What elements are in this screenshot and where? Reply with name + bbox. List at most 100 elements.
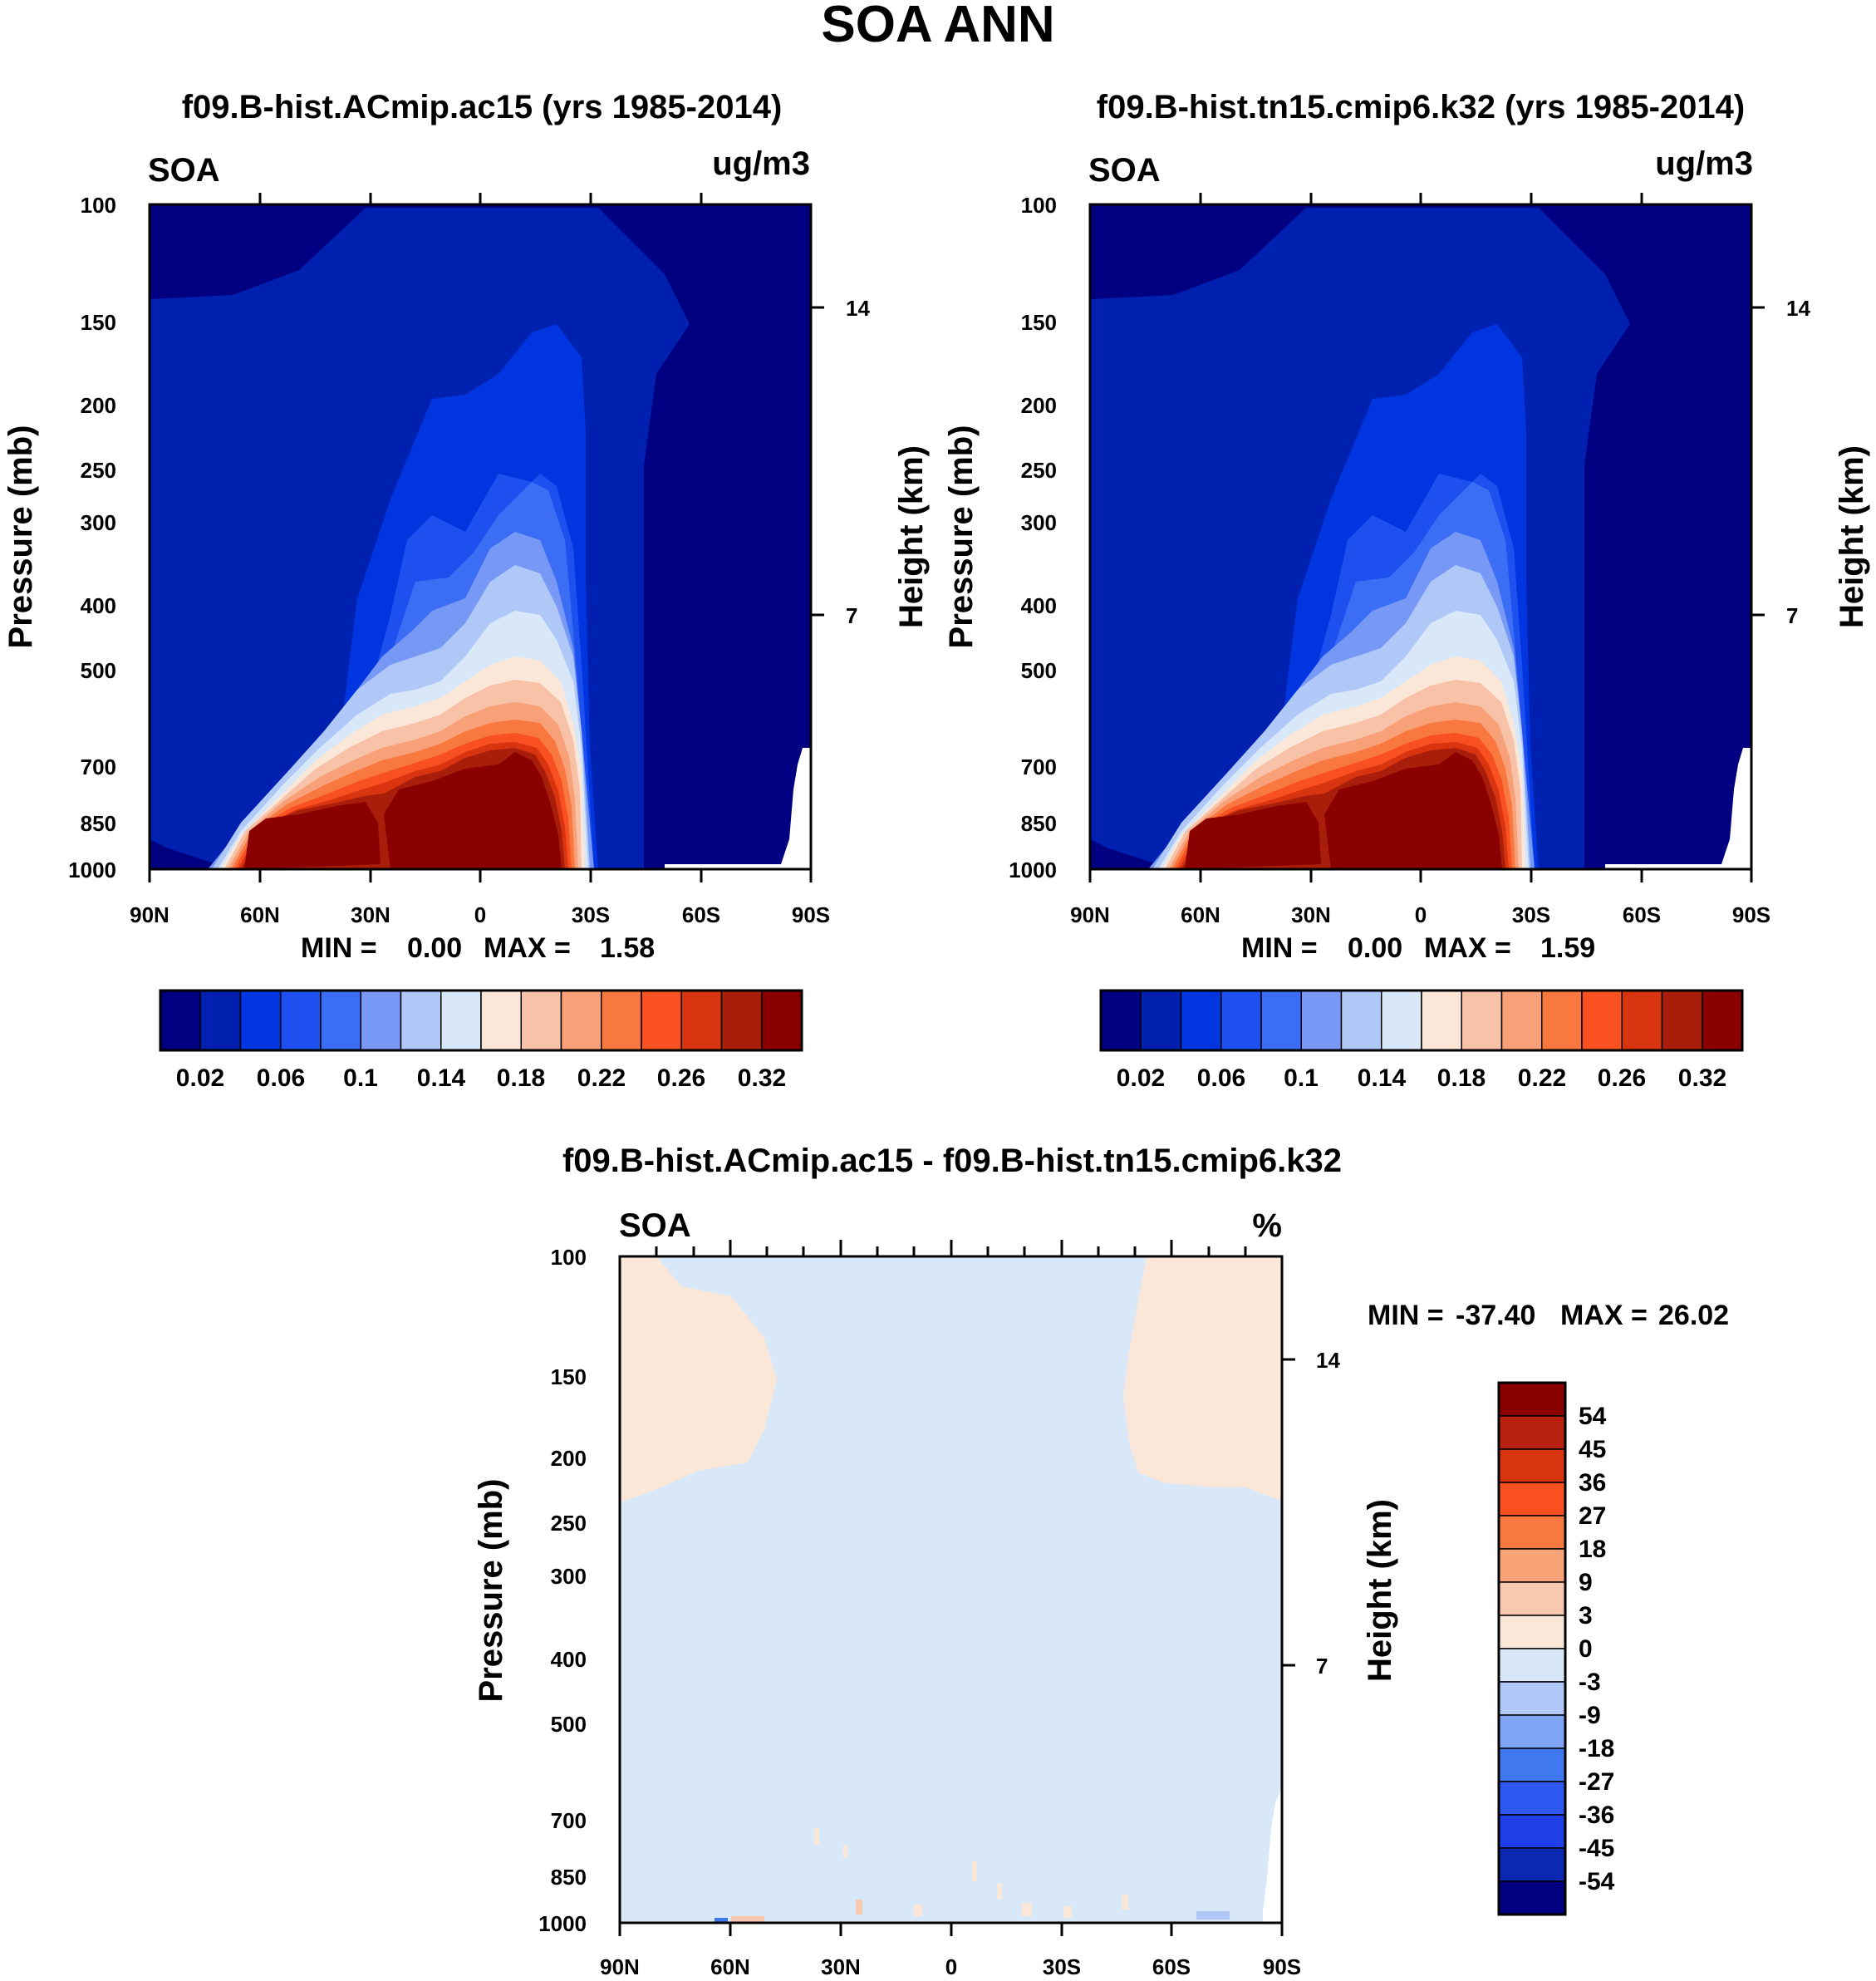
panel-3-lat-60N: 60N: [710, 1954, 750, 1979]
panel-2-cb-label-7: 0.32: [1678, 1064, 1726, 1092]
panel-3-max-label: MAX =: [1560, 1300, 1648, 1331]
colorbar-swatch-15: [761, 990, 803, 1051]
panel-3-cb-label-12: -36: [1579, 1802, 1614, 1829]
panel-1-units: ug/m3: [712, 145, 810, 182]
panel-1-min-label: MIN =: [301, 932, 377, 964]
panel-2-lat-tick-labels: 90N 60N 30N 0 30S 60S 90S: [1070, 902, 1770, 927]
panel-3-cb-label-1: 45: [1579, 1436, 1606, 1463]
panel-3-surface-speckles: [715, 1787, 1282, 1923]
panel-3-lat-90N: 90N: [600, 1954, 640, 1979]
panel-3-min-value: -37.40: [1456, 1300, 1535, 1331]
panel-1-colorbar: 0.02 0.06 0.1 0.14 0.18 0.22 0.26 0.32: [159, 989, 803, 1092]
colorbar-swatch-1: [199, 990, 242, 1051]
panel-2-cb-label-3: 0.14: [1358, 1064, 1407, 1092]
colorbar-swatch-12: [641, 990, 682, 1051]
panel-3-lat-30N: 30N: [821, 1954, 861, 1979]
colorbar-swatch-8: [1498, 1648, 1566, 1683]
panel-2-htick-7: 7: [1786, 603, 1798, 628]
panel-3-speckle-10: [731, 1916, 764, 1923]
panel-2-title: f09.B-hist.tn15.cmip6.k32 (yrs 1985-2014…: [1097, 89, 1745, 125]
panel-1-ptick-250: 250: [81, 458, 116, 483]
panel-3-ptick-200: 200: [551, 1446, 587, 1471]
panel-3-height-ticks: [1282, 1358, 1295, 1667]
colorbar-swatch-5: [1498, 1548, 1566, 1583]
colorbar-swatch-2: [1180, 990, 1222, 1051]
panel-3-ptick-400: 400: [551, 1647, 587, 1672]
panel-1-ptick-1000: 1000: [68, 858, 116, 882]
panel-2-cb-label-0: 0.02: [1117, 1064, 1165, 1092]
panel-1-fill-level-15: [244, 752, 562, 869]
panel-1-cb-label-7: 0.32: [738, 1064, 786, 1092]
colorbar-swatch-7: [1381, 990, 1422, 1051]
panel-2-colorbar-labels: 0.02 0.06 0.1 0.14 0.18 0.22 0.26 0.32: [1117, 1064, 1726, 1092]
colorbar-swatch-5: [1300, 990, 1343, 1051]
panel-2-cb-label-4: 0.18: [1437, 1064, 1486, 1092]
panel-2-ptick-700: 700: [1021, 755, 1057, 779]
panel-1-cb-label-6: 0.26: [657, 1064, 705, 1092]
panel-3-cb-label-2: 36: [1579, 1469, 1606, 1497]
panel-3-speckle-4: [997, 1883, 1002, 1900]
panel-2-height-ticks: [1751, 306, 1765, 617]
colorbar-swatch-6: [1340, 990, 1382, 1051]
colorbar-swatch-14: [1498, 1847, 1566, 1882]
panel-1-pressure-axis-label: Pressure (mb): [2, 425, 39, 649]
panel-2-bottom-ticks: [1088, 869, 1753, 882]
panel-2-ptick-300: 300: [1021, 510, 1057, 535]
panel-2-lat-30S: 30S: [1512, 902, 1550, 927]
panel-3-cb-label-3: 27: [1579, 1502, 1606, 1530]
colorbar-swatch-11: [601, 990, 642, 1051]
panel-1-lat-90S: 90S: [792, 902, 830, 927]
panel-1-top-ticks: [258, 193, 703, 204]
colorbar-swatch-2: [239, 990, 282, 1051]
panel-3-pressure-tick-labels: 100 150 200 250 300 400 500 700 850 1000: [538, 1245, 587, 1936]
panel-2-fill-level-15: [1185, 752, 1502, 869]
panel-3-ptick-150: 150: [551, 1364, 587, 1389]
panel-3-cb-label-14: -54: [1579, 1868, 1615, 1895]
colorbar-swatch-4: [1260, 990, 1302, 1051]
panel-3: f09.B-hist.ACmip.ac15 - f09.B-hist.tn15.…: [473, 1143, 1729, 1979]
panel-2-stats: MIN = 0.00 MAX = 1.59: [1241, 932, 1595, 964]
panel-2-contour: [1090, 204, 1751, 869]
colorbar-swatch-12: [1498, 1781, 1566, 1816]
panel-2-ptick-150: 150: [1021, 310, 1057, 335]
panel-2-height-tick-labels: 14 7: [1786, 296, 1810, 628]
panel-1-min-value: 0.00: [407, 932, 462, 964]
panel-3-speckle-6: [914, 1905, 922, 1916]
panel-3-ptick-500: 500: [551, 1712, 587, 1737]
panel-1-cb-label-5: 0.22: [577, 1064, 626, 1092]
panel-1-missing-data: [665, 748, 811, 869]
panel-3-cb-label-8: -3: [1579, 1669, 1601, 1696]
panel-2-ptick-100: 100: [1021, 193, 1057, 218]
colorbar-swatch-3: [1220, 990, 1262, 1051]
panel-1-ptick-400: 400: [81, 593, 116, 618]
panel-2-lat-90S: 90S: [1732, 902, 1770, 927]
panel-1-var-label: SOA: [148, 152, 220, 189]
panel-1-ptick-100: 100: [81, 193, 116, 218]
colorbar-swatch-9: [520, 990, 562, 1051]
panel-3-ptick-1000: 1000: [538, 1911, 587, 1936]
panel-2-colorbar: 0.02 0.06 0.1 0.14 0.18 0.22 0.26 0.32: [1099, 989, 1744, 1092]
panel-2-ptick-400: 400: [1021, 593, 1057, 618]
colorbar-swatch-13: [1498, 1814, 1566, 1849]
colorbar-frame: [1497, 1381, 1567, 1916]
colorbar-swatch-1: [1498, 1415, 1566, 1450]
panel-1-lat-60N: 60N: [240, 902, 280, 927]
panel-2-units: ug/m3: [1655, 145, 1753, 182]
panel-1-cb-label-1: 0.06: [257, 1064, 305, 1092]
panel-2-ptick-850: 850: [1021, 811, 1057, 836]
panel-1: f09.B-hist.ACmip.ac15 (yrs 1985-2014) SO…: [2, 89, 930, 1092]
panel-2-var-label: SOA: [1088, 152, 1161, 189]
panel-3-units: %: [1252, 1207, 1282, 1244]
colorbar-swatch-4: [320, 990, 361, 1051]
colorbar-swatch-8: [480, 990, 522, 1051]
colorbar-swatch-15: [1498, 1880, 1566, 1915]
colorbar-swatch-13: [1621, 990, 1663, 1051]
panel-2-height-axis-label: Height (km): [1834, 445, 1870, 628]
panel-2-ptick-200: 200: [1021, 393, 1057, 418]
panel-3-cb-label-4: 18: [1579, 1536, 1606, 1563]
colorbar-swatch-11: [1541, 990, 1583, 1051]
panel-3-lat-30S: 30S: [1043, 1954, 1081, 1979]
panel-3-stats: MIN = -37.40 MAX = 26.02: [1368, 1300, 1729, 1331]
panel-1-max-label: MAX =: [484, 932, 571, 964]
panel-2-top-ticks: [1199, 193, 1643, 204]
